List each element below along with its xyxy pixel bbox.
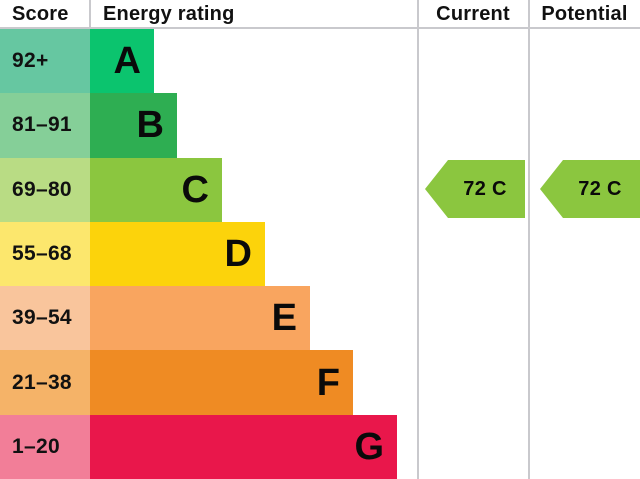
score-range-f: 21–38 [0, 350, 90, 415]
rating-row-e: 39–54 E [0, 286, 417, 351]
score-energy-divider [89, 0, 91, 27]
rating-row-f: 21–38 F [0, 350, 417, 415]
potential-rating-arrow: 72 C [540, 160, 640, 218]
rating-letter-g: G [354, 425, 384, 468]
rating-row-a: 92+ A [0, 29, 417, 94]
potential-rating-value: 72 C [578, 177, 622, 200]
score-column-header: Score [12, 3, 69, 25]
rating-bar-a: A [90, 29, 154, 94]
rating-bar-c: C [90, 157, 222, 222]
score-range-a: 92+ [0, 29, 90, 94]
rating-letter-f: F [316, 361, 340, 404]
rating-rows: 92+ A 81–91 B 69–80 C 55–68 D 39–54 E 21… [0, 29, 417, 479]
rating-row-c: 69–80 C [0, 157, 417, 222]
rating-bar-g: G [90, 414, 397, 479]
header-row: Score Energy rating Current Potential [0, 0, 640, 27]
header-underline [0, 27, 640, 29]
score-range-c: 69–80 [0, 157, 90, 222]
score-range-d: 55–68 [0, 221, 90, 287]
rating-bar-e: E [90, 286, 310, 351]
rating-row-d: 55–68 D [0, 221, 417, 287]
rating-bar-f: F [90, 350, 353, 415]
current-column-header: Current [436, 3, 510, 25]
rating-bar-d: D [90, 221, 265, 287]
potential-column-header: Potential [541, 3, 628, 25]
current-rating-arrow: 72 C [425, 160, 525, 218]
rating-letter-c: C [181, 168, 209, 211]
rating-letter-a: A [113, 40, 141, 83]
score-range-g: 1–20 [0, 414, 90, 479]
current-column-divider [417, 0, 419, 479]
rating-row-b: 81–91 B [0, 93, 417, 158]
current-rating-value: 72 C [463, 177, 507, 200]
rating-letter-b: B [136, 104, 164, 147]
rating-letter-d: D [224, 232, 252, 275]
rating-row-g: 1–20 G [0, 414, 417, 479]
rating-letter-e: E [271, 297, 297, 340]
score-range-b: 81–91 [0, 93, 90, 158]
potential-column-divider [528, 0, 530, 479]
rating-bar-b: B [90, 93, 177, 158]
score-range-e: 39–54 [0, 286, 90, 351]
energy-rating-column-header: Energy rating [103, 3, 235, 25]
